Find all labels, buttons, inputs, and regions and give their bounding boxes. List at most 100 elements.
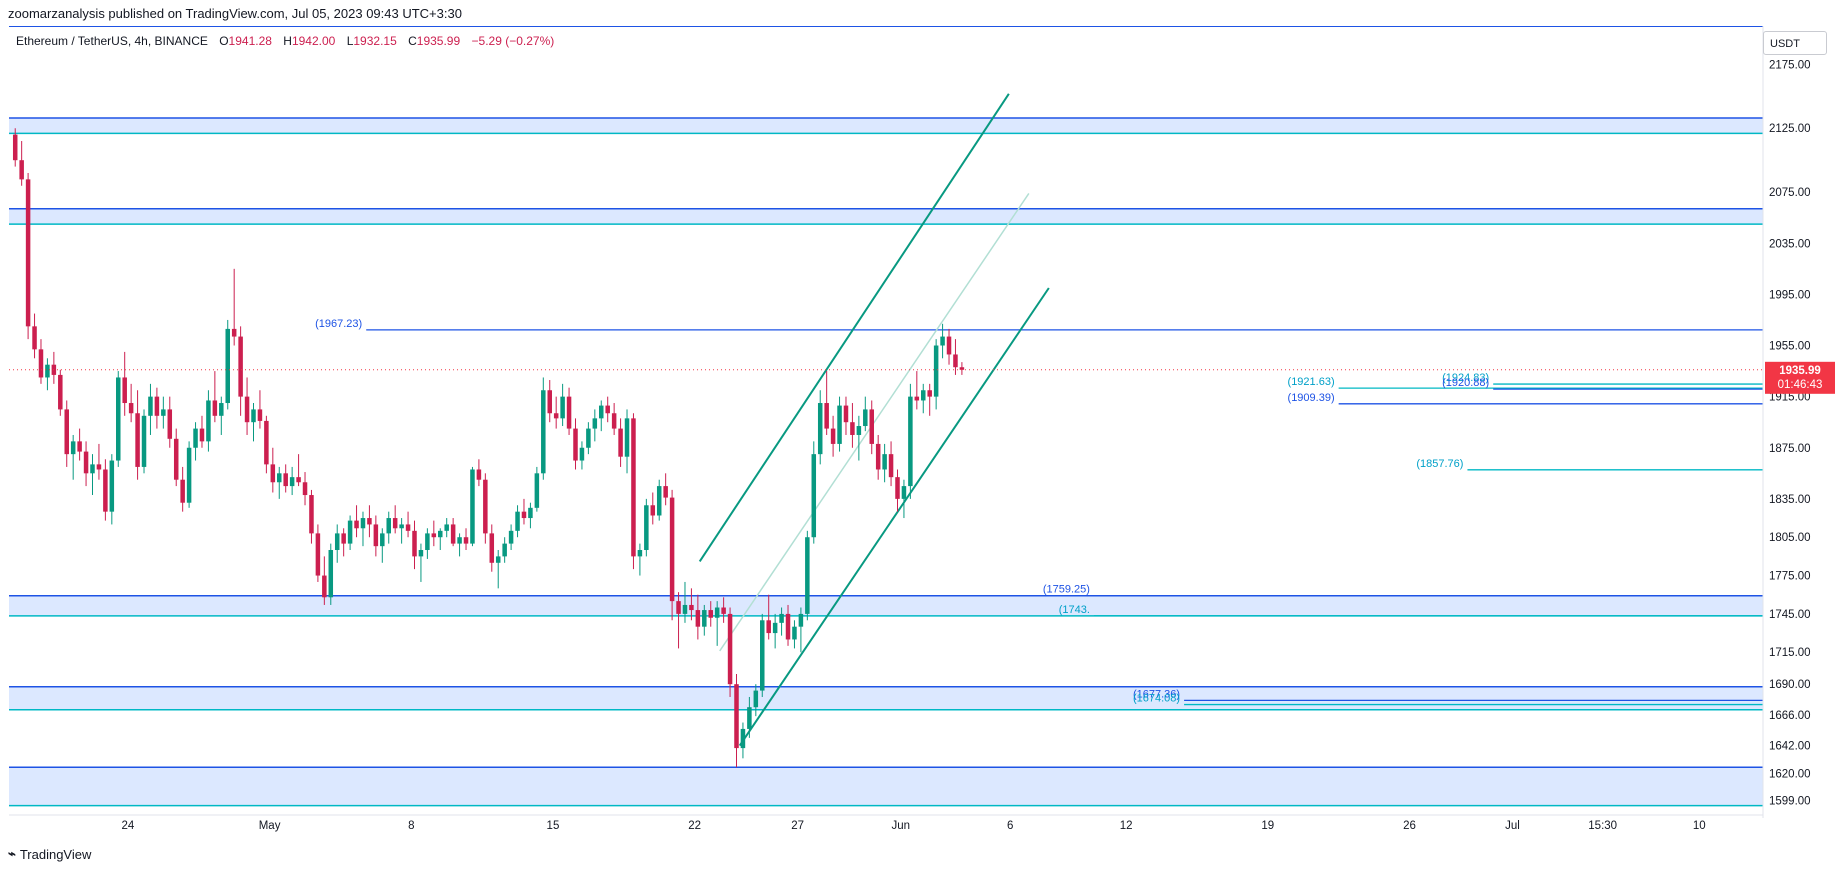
candle-body — [231, 328, 237, 337]
candle-body — [611, 413, 617, 429]
price-level-label-6: (1759.25) — [1043, 584, 1090, 596]
price-tick-label: 1666.00 — [1769, 710, 1811, 722]
candle-body — [734, 684, 739, 749]
zone-3 — [9, 686, 1763, 710]
candle-body — [64, 409, 69, 455]
candle-body — [933, 345, 939, 397]
zone-0 — [9, 118, 1763, 134]
zone-4 — [9, 767, 1763, 806]
candle-body — [341, 533, 346, 544]
candle-body — [167, 409, 173, 439]
candle-body — [322, 575, 327, 598]
candle-body — [714, 607, 720, 618]
open-value: 1941.28 — [228, 34, 272, 48]
price-level-label-8: (1677.36) — [1133, 688, 1180, 700]
time-tick-label: 8 — [408, 820, 414, 832]
change-value: −5.29 (−0.27%) — [471, 34, 555, 48]
currency-selector[interactable]: USDT — [1763, 31, 1827, 55]
candle-body — [83, 451, 89, 474]
candle-body — [953, 354, 958, 368]
candle-body — [882, 454, 887, 470]
candle-body — [373, 524, 379, 547]
price-tick-label: 1599.00 — [1769, 795, 1811, 807]
candle-body — [830, 428, 836, 444]
time-tick-label: 24 — [122, 820, 135, 832]
open-label: O — [219, 34, 229, 48]
zone-1 — [9, 208, 1763, 225]
candle-body — [908, 396, 913, 487]
candle-body — [618, 428, 623, 457]
candle-body — [888, 454, 894, 478]
levels-layer: (1967.23) (1921.63) (1909.39) (1924.83)(192… — [315, 318, 1763, 706]
candle-body — [579, 447, 585, 461]
candle-body — [863, 409, 868, 427]
candle-body — [70, 441, 76, 455]
candle-body — [367, 518, 372, 525]
candle-body — [128, 403, 134, 414]
price-tick-label: 1775.00 — [1769, 571, 1811, 583]
candle-body — [238, 336, 243, 397]
candle-body — [901, 486, 907, 499]
candle-body — [206, 400, 211, 442]
candle-body — [495, 556, 501, 563]
price-tick-label: 2175.00 — [1769, 59, 1811, 71]
time-tick-label: 12 — [1120, 820, 1133, 832]
candle-body — [283, 473, 288, 487]
candle-body — [289, 477, 295, 487]
candle-body — [38, 349, 44, 378]
price-tick-label: 1835.00 — [1769, 494, 1811, 506]
candle-body — [450, 524, 456, 544]
symbol-name[interactable]: Ethereum / TetherUS, 4h, BINANCE — [16, 34, 208, 48]
candle-body — [103, 469, 108, 512]
candle-body — [399, 524, 404, 529]
candle-body — [186, 447, 192, 503]
price-tick-label: 1745.00 — [1769, 609, 1811, 621]
price-level-label-5: (1857.76) — [1416, 458, 1463, 470]
candle-body — [599, 405, 604, 419]
candle-body — [32, 326, 37, 350]
candle-body — [360, 518, 366, 529]
candle-body — [766, 620, 771, 634]
candle-body — [656, 486, 662, 516]
candle-body — [644, 505, 649, 550]
candle-body — [309, 495, 314, 534]
candle-body — [534, 473, 540, 508]
candle-body — [418, 550, 424, 557]
candle-body — [270, 464, 276, 483]
channel-upper-line — [698, 93, 1010, 562]
candle-body — [895, 477, 900, 499]
price-level-label-1: (1921.63) — [1288, 376, 1335, 388]
candle-body — [405, 524, 411, 531]
zone-2 — [9, 595, 1763, 616]
candle-body — [25, 179, 31, 327]
channel-mid-line — [719, 193, 1030, 652]
low-label: L — [346, 34, 354, 48]
candle-body — [760, 620, 765, 691]
candle-body — [90, 464, 95, 474]
price-axis[interactable]: 2175.00 2125.00 2075.00 2035.00 1995.00 1955.… — [1769, 59, 1811, 807]
candle-body — [58, 374, 63, 410]
price-tick-label: 2075.00 — [1769, 187, 1811, 199]
price-level-label-2: (1909.39) — [1288, 392, 1335, 404]
candle-body — [193, 428, 198, 448]
candle-body — [631, 418, 636, 557]
candle-body — [869, 409, 874, 444]
candle-body — [624, 418, 630, 457]
time-tick-label: 15:30 — [1588, 820, 1617, 832]
candle-body — [669, 497, 675, 602]
time-tick-label: 26 — [1403, 820, 1416, 832]
candle-body — [811, 454, 817, 538]
price-tick-label: 1690.00 — [1769, 679, 1811, 691]
candle-body — [753, 690, 759, 708]
candle-body — [148, 396, 153, 416]
price-level-label-7: (1743. — [1059, 604, 1090, 616]
channel-lower-line — [738, 287, 1050, 747]
candle-body — [96, 464, 102, 470]
candle-body — [747, 707, 752, 729]
candle-body — [850, 422, 855, 435]
candle-body — [380, 533, 385, 547]
candle-body — [940, 336, 945, 346]
candle-body — [257, 409, 263, 421]
